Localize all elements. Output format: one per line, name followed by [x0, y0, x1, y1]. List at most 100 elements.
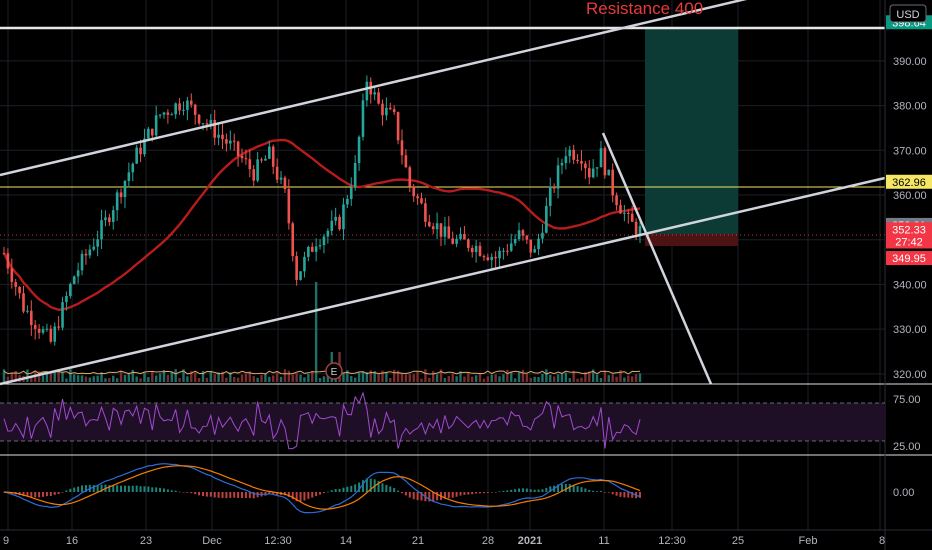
volume-bar	[96, 375, 99, 382]
volume-bar	[498, 376, 501, 382]
volume-bar	[420, 378, 423, 382]
macd-hist-bar	[342, 487, 345, 492]
candle-body	[381, 103, 384, 116]
earnings-marker-icon[interactable]	[325, 362, 343, 380]
volume-bar	[41, 375, 45, 382]
volume-bar	[568, 378, 571, 382]
candle-body	[545, 205, 548, 233]
volume-bar	[428, 377, 431, 382]
candle-body	[525, 235, 529, 240]
volume-bar	[84, 376, 88, 382]
volume-bar	[162, 369, 166, 382]
macd-hist-bar	[42, 492, 45, 497]
volume-bar	[510, 371, 513, 382]
volume-bar	[494, 374, 497, 382]
candle-body	[408, 167, 412, 187]
downtrend-line[interactable]	[601, 132, 713, 385]
candle-body	[209, 119, 213, 125]
time-tick-label: 23	[140, 535, 152, 547]
macd-hist-bar	[361, 480, 364, 492]
macd-hist-bar	[26, 492, 29, 497]
price-tag-label: 27:42	[895, 236, 923, 248]
volume-bar	[630, 376, 634, 382]
volume-bar	[119, 370, 123, 382]
macd-hist-bar	[599, 490, 602, 492]
volume-bar	[201, 371, 205, 382]
volume-bar	[599, 377, 603, 382]
volume-bar	[377, 373, 380, 382]
macd-hist-bar	[209, 492, 212, 497]
candle-body	[264, 158, 267, 161]
channel-lower-line[interactable]	[0, 176, 886, 386]
candle-body	[92, 246, 96, 250]
macd-hist-bar	[139, 486, 142, 492]
price-tick-label: 380.00	[893, 101, 927, 113]
volume-bar	[381, 370, 384, 382]
candle-body	[310, 246, 314, 252]
macd-hist-bar	[627, 492, 630, 498]
candle-body	[49, 328, 53, 342]
volume-bar	[490, 374, 493, 382]
candle-body	[607, 169, 611, 176]
volume-bar	[154, 375, 158, 382]
macd-hist-bar	[326, 491, 329, 493]
volume-bar	[455, 376, 458, 382]
macd-hist-bar	[127, 485, 130, 492]
volume-bars	[2, 282, 642, 382]
macd-hist-bar	[45, 492, 48, 497]
candle-body	[490, 256, 494, 261]
volume-bar	[170, 371, 173, 382]
rsi-tick-upper: 75.00	[893, 394, 921, 406]
volume-bar	[552, 376, 556, 382]
macd-hist-bar	[272, 492, 275, 495]
volume-bar	[240, 374, 244, 382]
price-axis[interactable]: 320.00330.00340.00350.00360.00370.00380.…	[893, 56, 927, 381]
volume-bar	[545, 369, 548, 382]
candle-body	[326, 230, 330, 237]
candle-body	[283, 177, 287, 190]
price-tick-label: 360.00	[893, 190, 927, 202]
time-tick-label: 16	[66, 535, 78, 547]
macd-hist-bar	[182, 492, 185, 493]
candle-body	[564, 156, 568, 164]
candle-body	[104, 217, 107, 221]
candle-body	[521, 230, 525, 236]
candle-body	[131, 163, 135, 173]
volume-bar	[307, 373, 310, 382]
time-axis[interactable]: 9 16 23 Dec 12:30 14 21 28 2021 11 12:30 25 Feb 8	[3, 535, 885, 547]
price-tag-bg	[886, 251, 932, 266]
candle-body	[2, 253, 6, 255]
time-tick-label: 11	[598, 535, 609, 547]
volume-bar	[166, 375, 170, 382]
macd-hist-bar	[315, 492, 318, 497]
candle-body	[189, 100, 193, 105]
macd-hist-bar	[108, 485, 111, 492]
volume-bar	[580, 377, 583, 382]
candle-body	[197, 114, 201, 124]
currency-badge[interactable]	[889, 4, 927, 23]
candle-body	[100, 220, 103, 240]
candle-body	[252, 169, 256, 181]
candle-body	[420, 198, 423, 204]
channel-upper-line[interactable]	[0, 0, 750, 177]
candle-body	[147, 128, 150, 139]
candle-body	[463, 233, 466, 240]
time-tick-label: 9	[3, 535, 9, 547]
volume-bar	[525, 373, 529, 382]
volume-bar	[178, 378, 181, 382]
macd-hist-bar	[61, 492, 64, 493]
volume-bar	[303, 377, 306, 382]
candle-body	[287, 189, 291, 224]
candle-body	[400, 140, 404, 156]
candle-body	[428, 221, 431, 227]
candle-body	[10, 268, 14, 283]
volume-bar	[400, 372, 404, 382]
macd-hist-bar	[334, 489, 337, 492]
volume-bar	[432, 371, 435, 382]
resistance-annotation[interactable]: Resistance 400	[586, 0, 703, 18]
candle-body	[626, 212, 630, 214]
price-tag-label: 352.33	[892, 224, 926, 236]
time-tick-label: 25	[732, 535, 744, 547]
candle-body	[595, 167, 599, 169]
